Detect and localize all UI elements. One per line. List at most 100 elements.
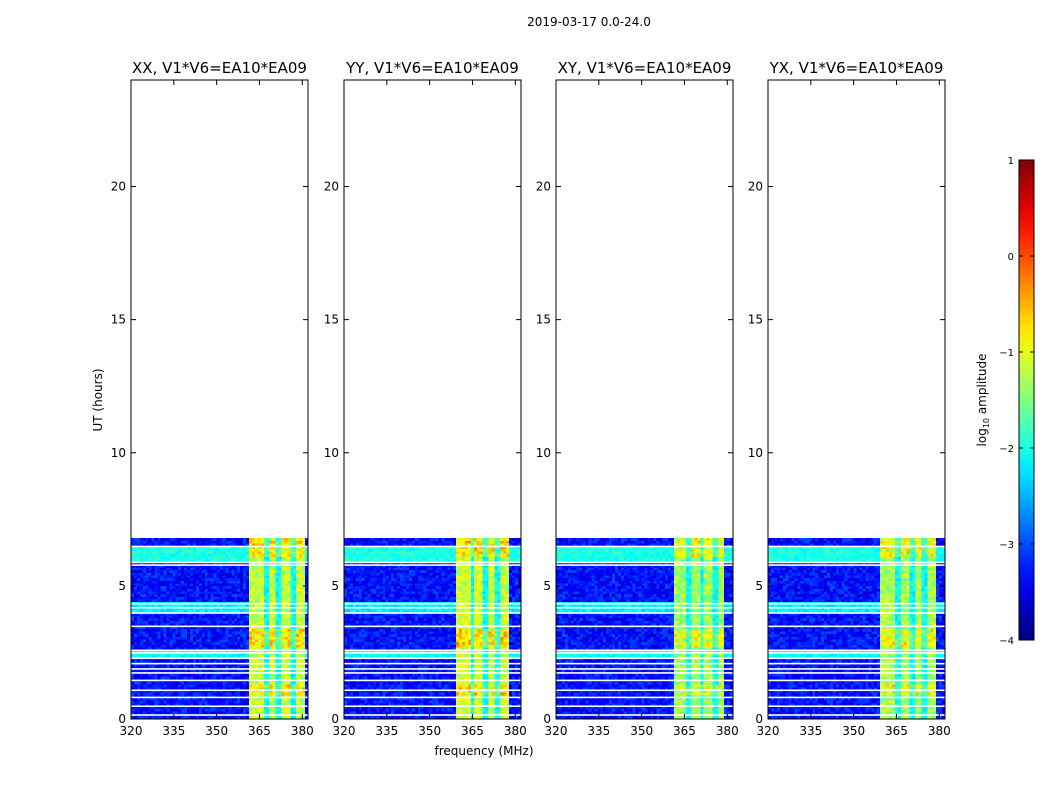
heatmap-cell	[447, 682, 450, 685]
heatmap-cell	[281, 549, 284, 552]
heatmap-cell	[276, 575, 279, 578]
heatmap-cell	[290, 551, 293, 554]
heatmap-cell	[158, 589, 161, 592]
heatmap-cell	[249, 620, 252, 623]
heatmap-cell	[290, 644, 293, 647]
heatmap-cell	[193, 620, 196, 623]
heatmap-cell	[172, 570, 175, 573]
heatmap-cell	[143, 639, 146, 642]
heatmap-cell	[494, 692, 497, 695]
heatmap-cell	[193, 700, 196, 703]
heatmap-cell	[494, 684, 497, 687]
heatmap-cell	[290, 586, 293, 589]
heatmap-cell	[169, 631, 172, 634]
heatmap-cell	[281, 551, 284, 554]
heatmap-cell	[243, 711, 246, 714]
heatmap-cell	[211, 631, 214, 634]
heatmap-cell	[158, 578, 161, 581]
heatmap-cell	[214, 615, 217, 618]
heatmap-cell	[181, 570, 184, 573]
heatmap-cell	[140, 634, 143, 637]
heatmap-cell	[279, 581, 282, 584]
heatmap-cell	[287, 620, 290, 623]
heatmap-cell	[205, 618, 208, 621]
heatmap-cell	[492, 711, 495, 714]
heatmap-cell	[211, 644, 214, 647]
heatmap-cell	[302, 708, 305, 711]
heatmap-cell	[471, 684, 474, 687]
heatmap-cell	[152, 567, 155, 570]
heatmap-cell	[287, 684, 290, 687]
heatmap-cell	[134, 674, 137, 677]
heatmap-cell	[281, 541, 284, 544]
heatmap-cell	[214, 599, 217, 602]
heatmap-cell	[296, 589, 299, 592]
heatmap-cell	[483, 708, 486, 711]
heatmap-cell	[202, 620, 205, 623]
heatmap-cell	[231, 586, 234, 589]
heatmap-cell	[284, 575, 287, 578]
heatmap-cell	[143, 684, 146, 687]
heatmap-cell	[178, 551, 181, 554]
heatmap-cell	[237, 567, 240, 570]
heatmap-cell	[152, 684, 155, 687]
heatmap-cell	[193, 618, 196, 621]
heatmap-cell	[228, 628, 231, 631]
heatmap-cell	[243, 541, 246, 544]
heatmap-cell	[140, 692, 143, 695]
heatmap-cell	[199, 589, 202, 592]
heatmap-cell	[293, 618, 296, 621]
heatmap-cell	[178, 700, 181, 703]
heatmap-cell	[284, 628, 287, 631]
heatmap-cell	[261, 594, 264, 597]
heatmap-cell	[240, 583, 243, 586]
heatmap-cell	[225, 639, 228, 642]
heatmap-cell	[243, 628, 246, 631]
heatmap-cell	[222, 674, 225, 677]
heatmap-cell	[172, 692, 175, 695]
heatmap-cell	[302, 628, 305, 631]
heatmap-cell	[187, 554, 190, 557]
heatmap-cell	[208, 708, 211, 711]
heatmap-cell	[178, 644, 181, 647]
heatmap-cell	[222, 639, 225, 642]
heatmap-cell	[415, 692, 418, 695]
heatmap-cell	[193, 684, 196, 687]
heatmap-cell	[503, 692, 506, 695]
heatmap-cell	[228, 589, 231, 592]
heatmap-cell	[240, 591, 243, 594]
heatmap-cell	[178, 589, 181, 592]
heatmap-cell	[246, 594, 249, 597]
heatmap-cell	[161, 581, 164, 584]
heatmap-cell	[276, 642, 279, 645]
heatmap-cell	[158, 581, 161, 584]
heatmap-cell	[267, 631, 270, 634]
heatmap-cell	[169, 581, 172, 584]
heatmap-cell	[225, 589, 228, 592]
heatmap-cell	[225, 684, 228, 687]
heatmap-cell	[385, 682, 388, 685]
heatmap-cell	[220, 628, 223, 631]
heatmap-cell	[161, 711, 164, 714]
heatmap-cell	[302, 549, 305, 552]
heatmap-cell	[261, 538, 264, 541]
heatmap-cell	[205, 631, 208, 634]
heatmap-cell	[299, 700, 302, 703]
heatmap-cell	[270, 639, 273, 642]
heatmap-cell	[163, 570, 166, 573]
heatmap-cell	[400, 708, 403, 711]
heatmap-cell	[287, 549, 290, 552]
heatmap-cell	[468, 711, 471, 714]
heatmap-cell	[287, 700, 290, 703]
heatmap-cell	[220, 642, 223, 645]
heatmap-cell	[208, 573, 211, 576]
heatmap-cell	[290, 541, 293, 544]
heatmap-cell	[220, 708, 223, 711]
heatmap-cell	[281, 589, 284, 592]
heatmap-cell	[149, 636, 152, 639]
heatmap-cell	[146, 578, 149, 581]
heatmap-cell	[279, 541, 282, 544]
heatmap-cell	[391, 700, 394, 703]
heatmap-cell	[175, 567, 178, 570]
heatmap-cell	[243, 618, 246, 621]
